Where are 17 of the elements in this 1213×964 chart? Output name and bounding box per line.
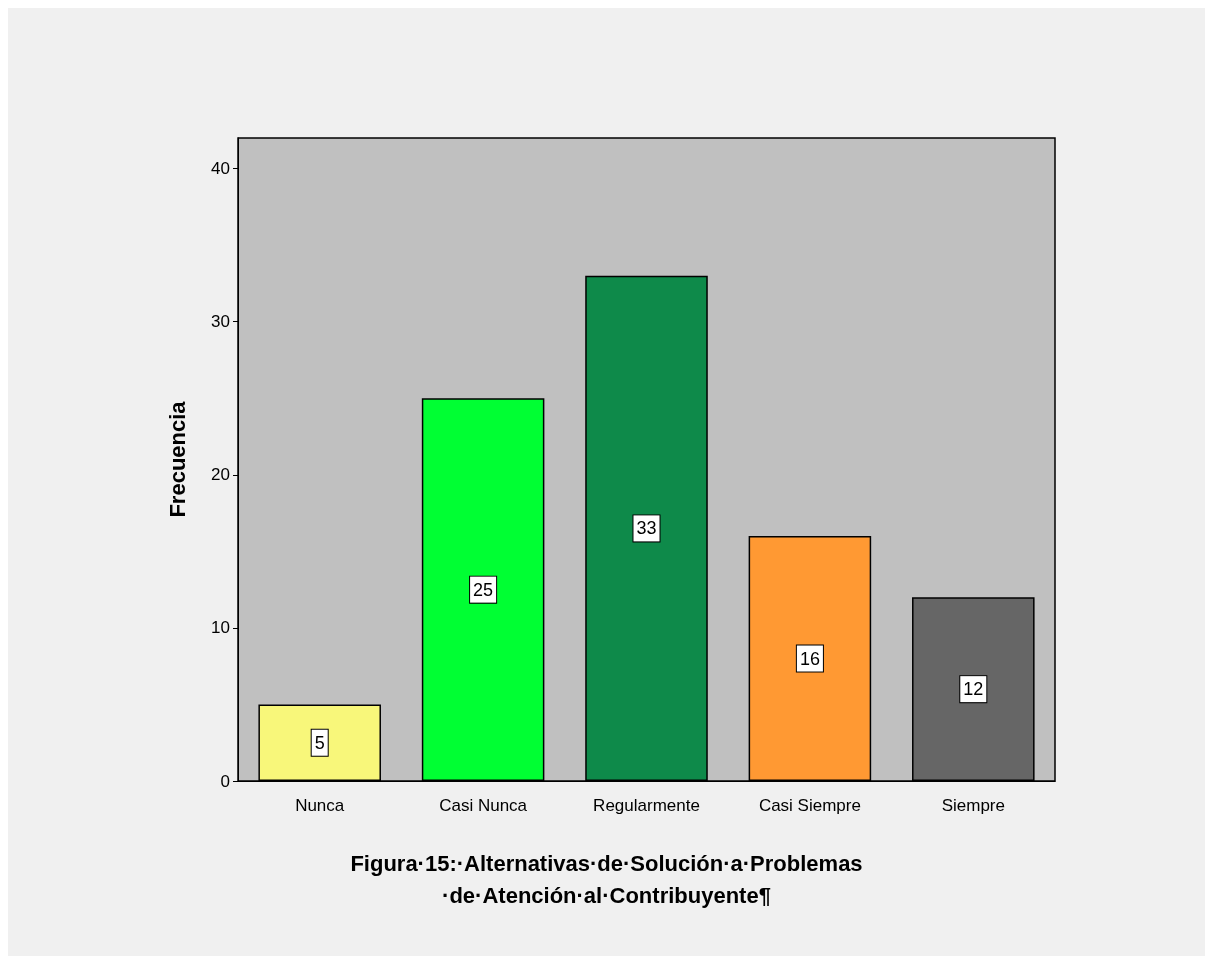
data-label: 25 [473, 579, 494, 600]
x-tick-label: Siempre [941, 796, 1005, 815]
x-tick-label: Casi Siempre [758, 796, 861, 815]
y-tick-label: 30 [211, 312, 230, 332]
data-label: 16 [799, 648, 820, 669]
y-tick-label: 10 [211, 618, 230, 638]
data-label: 33 [636, 518, 657, 539]
x-tick-label: Regularmente [593, 796, 700, 815]
data-label: 5 [314, 732, 325, 753]
y-axis-title: Frecuencia [164, 400, 190, 518]
y-tick-label: 20 [211, 465, 230, 485]
data-label: 12 [963, 679, 984, 700]
x-tick-label: Casi Nunca [439, 796, 528, 815]
text: Figura·15:·Alternativas·de·Solución·a·Problemas·de·Atención·al·Contribuyente¶ [350, 850, 863, 908]
y-tick-label: 0 [220, 771, 230, 791]
x-tick-label: Nunca [295, 796, 345, 815]
y-tick-label: 40 [211, 159, 230, 179]
